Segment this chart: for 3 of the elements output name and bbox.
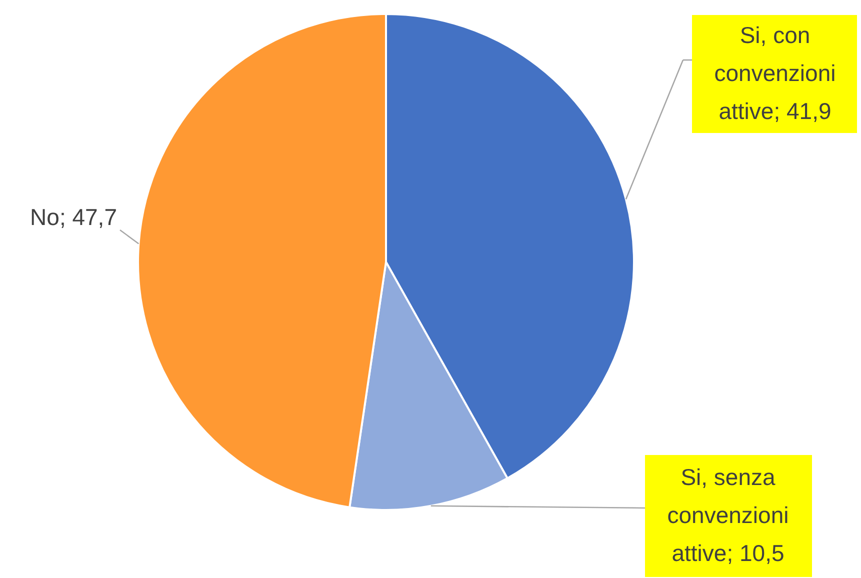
slice-label: No; 47,7	[30, 204, 117, 230]
slice-label: Si, senza convenzioni attive; 10,5	[667, 464, 789, 566]
slice-label: Si, con convenzioni attive; 41,9	[714, 22, 836, 124]
